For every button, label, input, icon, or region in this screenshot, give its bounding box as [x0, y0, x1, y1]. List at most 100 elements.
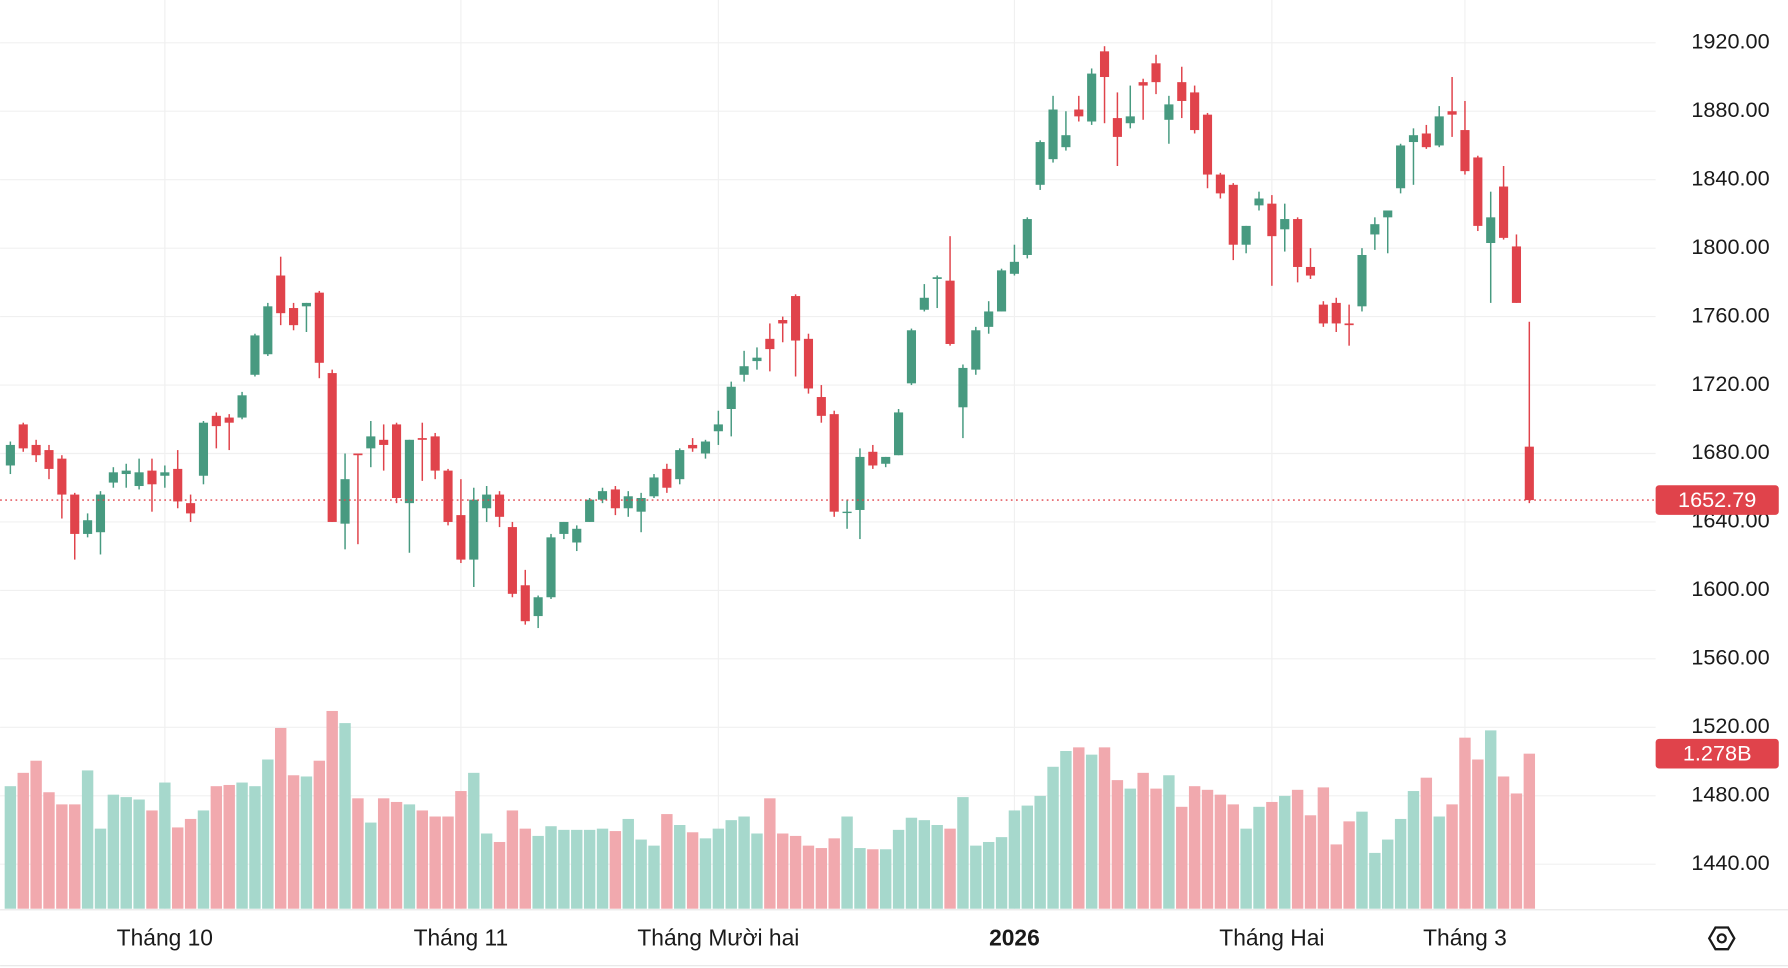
candle-body — [340, 479, 350, 524]
candle-body — [636, 497, 646, 512]
volume-bar — [1137, 772, 1149, 909]
volume-bar — [146, 810, 158, 909]
volume-bar — [120, 797, 132, 909]
volume-bar — [1330, 844, 1342, 909]
candle-body — [276, 275, 286, 314]
settings-icon[interactable] — [1707, 926, 1736, 951]
volume-bar — [545, 826, 557, 909]
candle-body — [1318, 304, 1328, 324]
candle-body — [1331, 302, 1341, 324]
volume-bar — [1343, 821, 1355, 909]
candle-body — [1164, 104, 1174, 120]
y-tick-label: 1720.00 — [1691, 371, 1769, 396]
candle-body — [57, 458, 67, 495]
volume-bar — [197, 810, 210, 909]
y-tick-label: 1760.00 — [1691, 302, 1769, 327]
candle-body — [1074, 109, 1084, 117]
candle-body — [430, 436, 440, 471]
volume-bar — [1304, 815, 1317, 909]
volume-bar — [184, 818, 197, 909]
candle-body — [713, 424, 723, 432]
candle-body — [520, 585, 530, 622]
volume-bar — [1060, 751, 1072, 909]
volume-bar — [583, 829, 596, 909]
candle-body — [289, 308, 299, 326]
candle-body — [1241, 225, 1251, 245]
candle-body — [353, 453, 363, 456]
candle-body — [1099, 51, 1110, 78]
axes: 1440.001480.001520.001560.001600.001640.… — [0, 29, 1779, 951]
settings-dot — [1716, 933, 1727, 944]
y-tick-label: 1560.00 — [1691, 645, 1769, 670]
volume-bar — [274, 727, 287, 909]
candle-body — [263, 306, 273, 355]
x-tick-label: Tháng 10 — [117, 925, 213, 951]
volume-bar — [532, 835, 544, 909]
y-tick-label: 1880.00 — [1691, 97, 1769, 122]
candle-body — [1048, 109, 1058, 160]
volume-bar — [300, 776, 313, 909]
candle-body — [1267, 203, 1277, 237]
candle-body — [417, 438, 427, 440]
volume-bar — [957, 797, 969, 909]
volume-bar — [558, 829, 570, 909]
last-volume-box — [1655, 738, 1779, 769]
volume-bar — [43, 792, 55, 909]
candle-body — [1511, 246, 1522, 303]
volume-bar — [1485, 730, 1497, 909]
candle-body — [121, 470, 131, 475]
grid — [0, 0, 1656, 909]
candle-body — [366, 436, 376, 449]
candle-body — [597, 491, 608, 500]
candle-body — [1280, 219, 1290, 230]
candle-body — [1344, 323, 1354, 326]
candle-body — [1022, 219, 1032, 255]
candle-body — [572, 528, 582, 543]
candle-body — [1125, 116, 1135, 124]
volume-bar — [1420, 777, 1433, 909]
candle-body — [610, 489, 620, 509]
volume-bar — [571, 829, 583, 909]
candle-body — [1408, 135, 1419, 143]
candle-body — [958, 367, 968, 408]
candle-body — [1228, 184, 1238, 245]
candle-body — [95, 494, 106, 533]
volume-bar — [1047, 766, 1059, 909]
x-tick-label: Tháng 11 — [414, 925, 509, 951]
candle-body — [868, 451, 878, 466]
volume-bar — [1369, 852, 1381, 909]
candle-body — [984, 311, 994, 327]
candle-body — [1305, 266, 1316, 276]
candle-body — [726, 386, 736, 410]
candle-body — [1087, 73, 1097, 122]
candle-body — [1434, 116, 1444, 146]
volume-bar — [686, 832, 699, 909]
candle-body — [739, 366, 749, 375]
candle-body — [803, 338, 814, 389]
volume-bar — [622, 818, 634, 909]
volume-bar — [1523, 753, 1536, 909]
volume-bar — [970, 845, 982, 909]
candle-body — [301, 302, 311, 307]
volume-bar — [506, 810, 519, 909]
volume-bar — [81, 770, 94, 909]
candle-body — [906, 330, 917, 384]
candle-body — [816, 397, 826, 416]
volume-bar — [56, 804, 68, 909]
volume-bar — [879, 849, 892, 909]
volume-bar — [403, 804, 416, 909]
candle-body — [700, 441, 711, 454]
candle-body — [507, 527, 517, 594]
candle-body — [1473, 157, 1483, 226]
candle-body — [1396, 145, 1406, 189]
volume-bar — [17, 772, 29, 909]
candle-body — [791, 296, 801, 341]
candle-body — [83, 520, 93, 534]
volume-bar — [1214, 794, 1227, 909]
volume-bar — [223, 784, 235, 909]
candle-body — [649, 477, 659, 497]
volume-bar — [1124, 788, 1136, 909]
candle-body — [1138, 82, 1148, 86]
candle-body — [752, 357, 762, 362]
candle-body — [894, 412, 904, 456]
